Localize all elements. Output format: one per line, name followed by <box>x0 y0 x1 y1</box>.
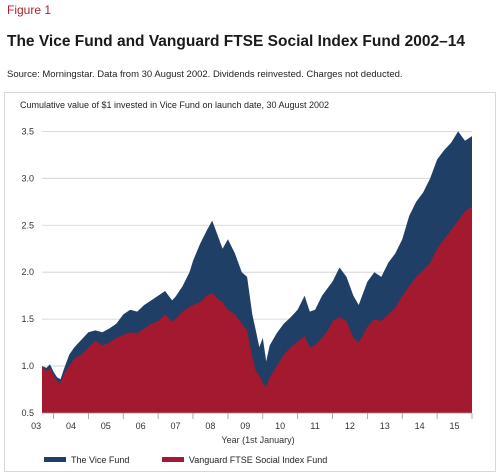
y-tick-label: 0.5 <box>21 408 34 418</box>
area-vanguard-fund <box>42 206 472 413</box>
legend: The Vice Fund Vanguard FTSE Social Index… <box>44 454 357 465</box>
x-tick-label: 12 <box>345 421 355 431</box>
x-tick-label: 14 <box>415 421 425 431</box>
legend-swatch-vice <box>44 457 66 462</box>
chart-title: The Vice Fund and Vanguard FTSE Social I… <box>7 33 465 50</box>
x-tick-label: 08 <box>205 421 215 431</box>
legend-label-vanguard: Vanguard FTSE Social Index Fund <box>188 454 328 465</box>
figure-label: Figure 1 <box>7 3 52 17</box>
x-tick-label: 07 <box>171 421 181 431</box>
source-note: Source: Morningstar. Data from 30 August… <box>7 69 403 80</box>
chart-subtitle: Cumulative value of $1 invested in Vice … <box>20 100 330 110</box>
legend-swatch-vanguard <box>161 457 184 462</box>
y-tick-label: 3.0 <box>21 173 34 183</box>
x-tick-label: 11 <box>310 421 319 431</box>
area-layer <box>42 131 472 413</box>
x-tick-label: 04 <box>66 421 76 431</box>
y-tick-label: 2.0 <box>21 267 34 277</box>
x-tick-label: 03 <box>31 421 41 431</box>
x-tick-label: 10 <box>275 421 285 431</box>
x-tick-label: 06 <box>136 421 146 431</box>
axis-layer: 0.5 1.0 1.5 2.0 2.5 3.0 3.5 03 04 05 06 07 08 09 10 11 1… <box>21 126 473 431</box>
x-tick-label: 09 <box>240 421 250 431</box>
legend-item-vice: The Vice Fund <box>44 455 129 465</box>
x-tick-label: 15 <box>450 421 460 431</box>
y-tick-label: 1.0 <box>21 361 34 371</box>
y-tick-label: 1.5 <box>21 314 34 324</box>
x-tick-label: 05 <box>101 421 111 431</box>
x-axis-label: Year (1st January) <box>221 435 294 445</box>
chart-frame <box>4 92 496 472</box>
legend-item-vanguard: Vanguard FTSE Social Index Fund <box>161 454 328 465</box>
legend-label-vice: The Vice Fund <box>71 454 130 465</box>
y-tick-label: 2.5 <box>21 220 34 230</box>
x-tick-label: 13 <box>380 421 390 431</box>
y-tick-label: 3.5 <box>21 126 34 136</box>
